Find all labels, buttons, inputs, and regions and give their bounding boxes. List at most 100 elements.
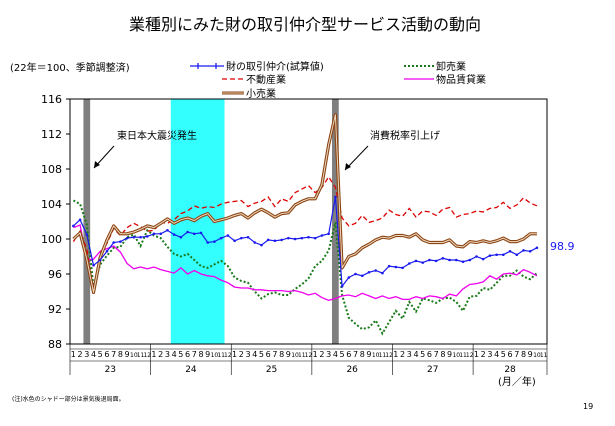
x-month-label: 3 [326,350,331,359]
series-realestate-line [72,175,538,291]
series-total-point [199,231,203,235]
x-month-label: 1 [313,350,318,359]
series-total-point [394,265,398,269]
x-axis-unit: (月／年) [498,375,536,388]
x-month-label: 8 [118,350,123,359]
x-month-label: 8 [198,350,203,359]
series-retail-highlight [73,114,537,293]
series-total-point [213,240,216,243]
x-month-label: 10 [291,352,299,359]
x-month-label: 11 [298,352,306,359]
series-total-point [266,238,270,242]
series-total-point [327,232,330,236]
x-month-label: 2 [78,350,83,359]
y-tick-label: 88 [48,338,62,351]
legend-realestate-label: 不動産業 [246,73,286,86]
x-year-label: 24 [185,365,197,375]
legend-retail-label: 小売業 [246,87,276,100]
legend: 財の取引仲介(試算値) 卸売業 不動産業 物品賃貸業 小売業 [190,60,486,100]
x-month-label: 2 [481,350,486,359]
series-total-point [448,258,451,262]
x-month-label: 10 [452,352,460,359]
quake-arrowhead [94,161,100,168]
x-month-label: 9 [366,350,371,359]
legend-rental-label: 物品賃貸業 [436,73,486,86]
x-month-label: 1 [151,350,156,359]
series-total-point [307,235,310,239]
x-month-label: 8 [279,350,284,359]
series-total-point [119,240,122,243]
x-month-label: 4 [252,350,257,359]
series-rental-line [73,224,538,301]
x-month-label: 9 [286,350,291,359]
series-total-line [72,196,538,288]
legend-wholesale-label: 卸売業 [436,60,466,73]
series-total-point [535,246,539,250]
y-tick-label: 108 [41,163,62,176]
y-tick-label: 100 [41,233,62,246]
series-total-point [253,241,257,244]
series-total-point [495,253,498,257]
x-month-label: 10 [130,352,138,359]
series-total-point [300,236,304,240]
x-month-label: 5 [259,350,264,359]
x-month-label: 6 [508,350,513,359]
x-month-label: 11 [217,352,225,359]
series-total-point [219,236,223,240]
x-month-label: 6 [104,350,109,359]
x-month-label: 4 [333,350,338,359]
series-total-point [172,233,176,236]
y-tick-label: 96 [48,268,62,281]
series-total-point [347,276,351,279]
x-month-label: 3 [487,350,492,359]
series-total-point [421,261,425,264]
event-bar-quake [83,99,91,344]
x-month-label: 3 [165,350,170,359]
x-month-label: 10 [533,352,541,359]
series-total-point [112,241,115,244]
x-month-label: 6 [185,350,190,359]
x-month-label: 6 [346,350,351,359]
x-month-label: 12 [466,352,474,359]
series-total-point [145,235,149,238]
series-total-point [92,263,95,267]
series-total-point [98,258,102,262]
series-total-point [240,236,243,240]
series-total-point [186,230,189,234]
x-month-label: 6 [266,350,271,359]
x-month-label: 7 [192,350,197,359]
x-month-label: 8 [440,350,445,359]
x-month-label: 4 [413,350,418,359]
series-total-point [313,236,317,240]
series-total-point [488,254,492,257]
series-total-point [481,257,485,261]
series-total-point [246,235,250,239]
series-total-point [428,258,431,262]
series-total-point [387,264,391,268]
x-month-label: 11 [540,352,548,359]
series-total-point [441,256,445,260]
series-total-point [508,249,512,253]
series-total-point [105,249,109,253]
series-total-point [515,253,519,257]
x-month-label: 7 [434,350,439,359]
series-total-point [455,258,458,262]
x-month-label: 9 [447,350,452,359]
legend-total-label: 財の取引仲介(試算値) [226,60,324,73]
series-total-point [407,262,411,265]
x-month-label: 11 [137,352,145,359]
x-month-label: 5 [420,350,425,359]
y-tick-label: 116 [41,93,62,106]
y-tick-label: 92 [48,303,62,316]
series-total-point [468,258,472,262]
series-total-point [293,237,297,241]
x-month-label: 12 [224,352,232,359]
x-month-label: 7 [353,350,358,359]
x-year-label: 23 [105,365,116,375]
series-total-point [85,233,89,236]
series-total-point [260,243,263,247]
series-total-point [206,241,210,244]
tax-arrowhead [345,163,351,170]
x-month-label: 10 [211,352,219,359]
x-month-label: 12 [305,352,313,359]
